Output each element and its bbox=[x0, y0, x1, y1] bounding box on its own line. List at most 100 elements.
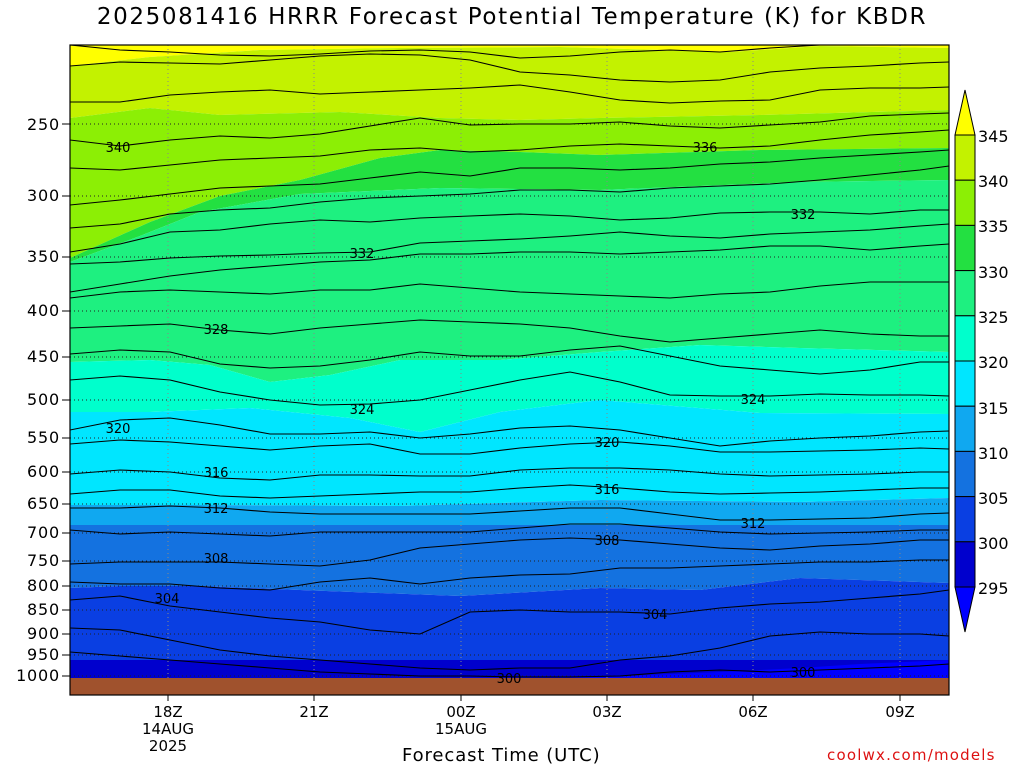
y-tick-label: 650 bbox=[27, 494, 60, 513]
contour-line bbox=[70, 84, 949, 104]
contour-line bbox=[70, 537, 949, 567]
contour-line bbox=[70, 523, 949, 537]
x-tick-label: 00Z bbox=[446, 703, 476, 721]
contour-line bbox=[70, 149, 949, 206]
colorbar-tick-label: 320 bbox=[978, 353, 1009, 372]
colorbar-swatch bbox=[954, 450, 976, 498]
color-band bbox=[70, 300, 949, 382]
contour-label: 320 bbox=[106, 422, 131, 437]
plot-frame bbox=[69, 44, 950, 696]
colorbar bbox=[954, 89, 976, 633]
x-tick-label: 09Z bbox=[885, 703, 915, 721]
colorbar-swatch bbox=[954, 541, 976, 588]
contour-label: 300 bbox=[497, 672, 522, 687]
colorbar-tick-label: 295 bbox=[978, 579, 1009, 598]
contour-label: 308 bbox=[595, 534, 620, 549]
source-credit-link[interactable]: coolwx.com/models bbox=[827, 746, 996, 764]
color-band bbox=[460, 660, 949, 678]
y-tick-label: 700 bbox=[27, 523, 60, 542]
x-axis-label: Forecast Time (UTC) bbox=[402, 745, 601, 766]
color-band bbox=[70, 108, 949, 258]
colorbar-bottom-arrow bbox=[954, 586, 976, 633]
colorbar-tick-label: 315 bbox=[978, 399, 1009, 418]
colorbar-swatch bbox=[954, 224, 976, 272]
contour-line bbox=[70, 651, 949, 678]
contour-label: 324 bbox=[741, 393, 766, 408]
colorbar-tick-label: 305 bbox=[978, 489, 1009, 508]
contour-label: 332 bbox=[791, 208, 816, 223]
contour-line bbox=[70, 112, 949, 147]
contour-label: 312 bbox=[741, 517, 766, 532]
contour-label: 340 bbox=[106, 141, 131, 156]
contour-line bbox=[70, 243, 949, 293]
y-tick-label: 500 bbox=[27, 390, 60, 409]
y-tick-label: 550 bbox=[27, 428, 60, 447]
color-band bbox=[70, 46, 949, 120]
contour-line bbox=[70, 439, 949, 455]
colorbar-tick-label: 340 bbox=[978, 172, 1009, 191]
color-band bbox=[70, 525, 949, 596]
y-tick-label: 600 bbox=[27, 462, 60, 481]
y-tick-label: 250 bbox=[27, 115, 60, 134]
y-tick-label: 400 bbox=[27, 301, 60, 320]
colorbar-tick-label: 330 bbox=[978, 263, 1009, 282]
y-tick-label: 900 bbox=[27, 624, 60, 643]
contour-line bbox=[70, 559, 949, 591]
contour-line bbox=[70, 345, 949, 375]
colorbar-swatch bbox=[954, 315, 976, 362]
colorbar-top-arrow bbox=[954, 89, 976, 136]
contour-line bbox=[70, 589, 949, 635]
colorbar-tick-label: 325 bbox=[978, 308, 1009, 327]
contour-label: 316 bbox=[595, 483, 620, 498]
contour-label: 308 bbox=[204, 552, 229, 567]
color-band bbox=[70, 45, 949, 66]
color-band bbox=[70, 148, 949, 262]
color-band bbox=[70, 180, 949, 300]
x-tick-date: 15AUG bbox=[435, 720, 487, 738]
color-band bbox=[70, 400, 949, 506]
colorbar-swatch bbox=[954, 496, 976, 543]
colorbar-swatch bbox=[954, 360, 976, 407]
y-tick-label: 950 bbox=[27, 645, 60, 664]
contour-line bbox=[70, 319, 949, 343]
x-tick-label: 03Z bbox=[592, 703, 622, 721]
y-tick-label: 450 bbox=[27, 347, 60, 366]
colorbar-swatch bbox=[954, 134, 976, 181]
colorbar-tick-label: 310 bbox=[978, 444, 1009, 463]
colorbar-tick-label: 335 bbox=[978, 217, 1009, 236]
contour-line bbox=[70, 467, 949, 481]
x-tick-date: 14AUG bbox=[142, 720, 194, 738]
contour-label: 304 bbox=[155, 592, 180, 607]
colorbar-swatch bbox=[954, 270, 976, 317]
color-band bbox=[70, 578, 949, 640]
contour-line bbox=[70, 165, 949, 229]
color-band bbox=[70, 640, 949, 660]
contour-line bbox=[70, 223, 949, 265]
contour-line bbox=[70, 209, 949, 253]
contour-line bbox=[70, 627, 949, 671]
contour-line bbox=[70, 129, 949, 171]
y-tick-label: 750 bbox=[27, 551, 60, 570]
x-tick-label: 21Z bbox=[299, 703, 329, 721]
y-tick-label: 850 bbox=[27, 600, 60, 619]
contour-label: 328 bbox=[204, 323, 229, 338]
contour-label: 336 bbox=[693, 141, 718, 156]
x-tick-year: 2025 bbox=[148, 737, 188, 755]
contour-line bbox=[70, 53, 949, 83]
contour-line bbox=[70, 505, 949, 521]
y-tick-label: 1000 bbox=[16, 666, 60, 685]
colorbar-tick-label: 345 bbox=[978, 127, 1009, 146]
contour-label: 300 bbox=[791, 666, 816, 681]
y-tick-label: 350 bbox=[27, 247, 60, 266]
contour-line bbox=[70, 484, 949, 499]
contour-line bbox=[70, 371, 949, 406]
contour-label: 332 bbox=[350, 247, 375, 262]
ground-surface bbox=[70, 678, 949, 695]
contour-label: 324 bbox=[350, 403, 375, 418]
contour-label: 320 bbox=[595, 436, 620, 451]
contour-label: 304 bbox=[643, 608, 668, 623]
contour-label: 312 bbox=[204, 502, 229, 517]
colorbar-swatch bbox=[954, 179, 976, 226]
y-tick-label: 300 bbox=[27, 186, 60, 205]
